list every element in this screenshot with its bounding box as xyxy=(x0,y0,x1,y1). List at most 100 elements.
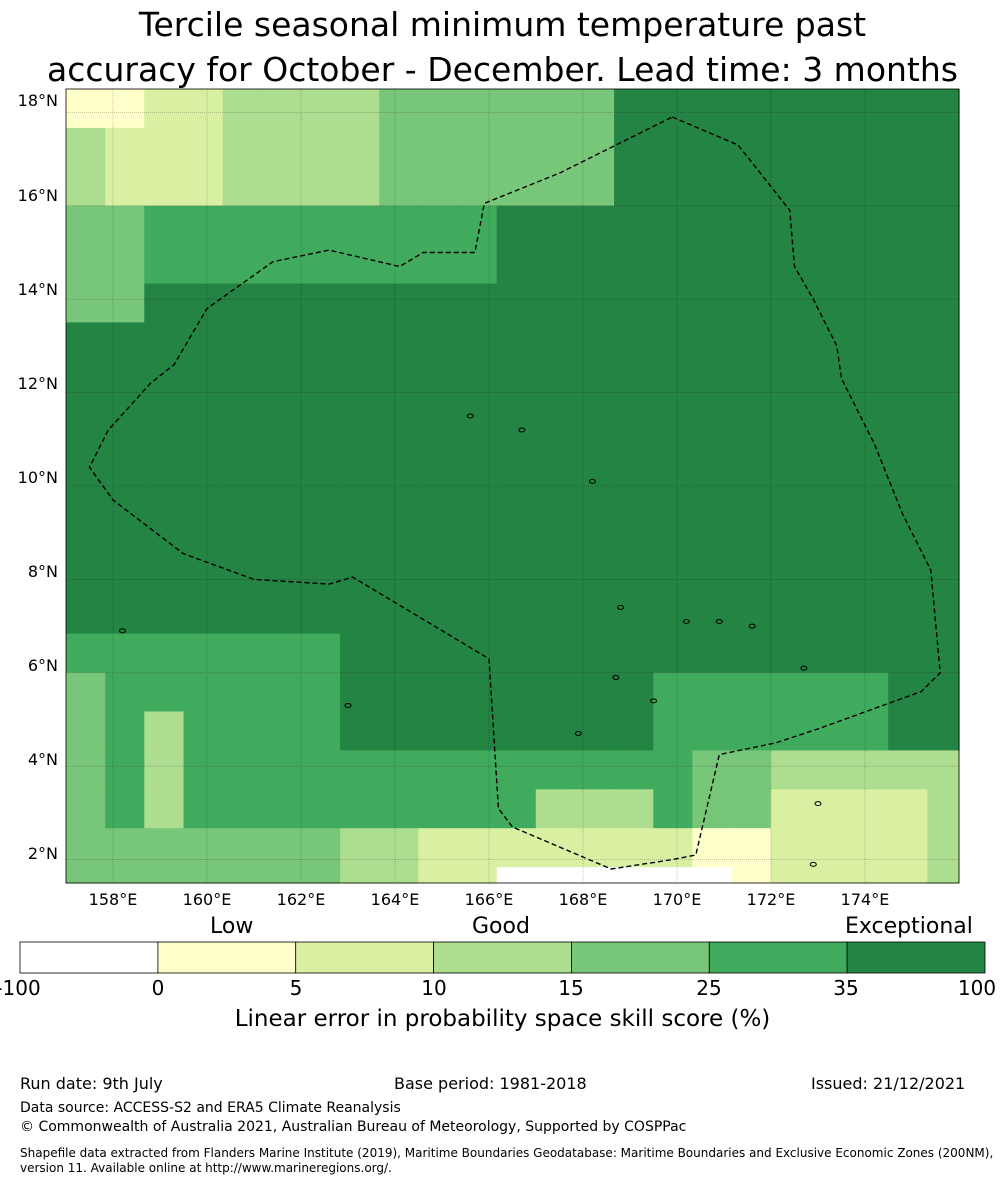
skill-cell xyxy=(575,439,615,479)
skill-cell xyxy=(183,244,224,285)
skill-cell xyxy=(418,361,459,401)
skill-cell xyxy=(183,400,224,440)
skill-cell xyxy=(379,828,419,868)
skill-cell xyxy=(183,439,224,479)
skill-cell xyxy=(379,361,419,401)
skill-cell xyxy=(731,789,772,829)
lon-tick-164: 164°E xyxy=(370,890,420,909)
skill-cell xyxy=(105,127,145,168)
island-outline xyxy=(344,703,352,709)
skill-cell xyxy=(183,555,224,596)
skill-cell xyxy=(340,672,380,713)
skill-cell xyxy=(888,594,928,635)
skill-cell xyxy=(770,828,811,868)
skill-cell xyxy=(105,322,145,362)
skill-cell xyxy=(300,711,341,751)
skill-cell xyxy=(888,711,928,751)
skill-cell xyxy=(653,750,694,790)
skill-cell xyxy=(340,789,380,829)
skill-cell xyxy=(809,789,850,829)
skill-cell xyxy=(692,400,733,440)
skill-cell xyxy=(418,750,459,790)
skill-cell xyxy=(731,361,772,401)
skill-cell xyxy=(888,166,928,207)
skill-cell xyxy=(770,711,811,751)
title-line-2: accuracy for October - December. Lead ti… xyxy=(47,50,958,89)
island-outline xyxy=(588,478,596,484)
skill-cell xyxy=(575,828,615,868)
skill-cell xyxy=(927,828,960,868)
legend-category-low: Low xyxy=(210,914,254,939)
skill-cell xyxy=(340,283,380,323)
skill-cell xyxy=(418,594,459,635)
skill-cells xyxy=(66,89,960,884)
skill-cell xyxy=(300,867,341,884)
skill-cell xyxy=(849,789,889,829)
skill-cell xyxy=(927,594,960,635)
skill-cell xyxy=(575,89,615,129)
map-title: Tercile seasonal minimum temperature pas… xyxy=(0,2,1005,92)
skill-cell xyxy=(849,867,889,884)
skill-cell xyxy=(575,166,615,207)
skill-cell xyxy=(575,633,615,674)
skill-cell xyxy=(105,750,145,790)
skill-cell xyxy=(653,400,694,440)
skill-cell xyxy=(614,205,654,246)
skill-cell xyxy=(614,828,654,868)
skill-cell xyxy=(66,439,106,479)
skill-cell xyxy=(496,244,537,285)
skill-cell xyxy=(144,283,185,323)
skill-cell xyxy=(849,633,889,674)
skill-cell xyxy=(418,633,459,674)
skill-cell xyxy=(535,867,576,884)
skill-cell xyxy=(457,283,498,323)
skill-cell xyxy=(144,361,185,401)
skill-cell xyxy=(692,828,733,868)
skill-cell xyxy=(418,166,459,207)
island-outline xyxy=(617,604,625,610)
skill-cell xyxy=(183,828,224,868)
skill-cell xyxy=(379,711,419,751)
skill-cell xyxy=(888,127,928,168)
skill-cell xyxy=(535,89,576,129)
skill-cell xyxy=(692,478,733,518)
skill-cell xyxy=(535,478,576,518)
skill-cell xyxy=(300,594,341,635)
skill-cell xyxy=(927,127,960,168)
skill-cell xyxy=(144,789,185,829)
skill-cell xyxy=(418,517,459,557)
skill-cell xyxy=(575,478,615,518)
skill-cell xyxy=(849,89,889,129)
skill-cell xyxy=(849,166,889,207)
skill-cell xyxy=(535,750,576,790)
skill-cell xyxy=(222,127,263,168)
skill-cell xyxy=(535,361,576,401)
skill-cell xyxy=(144,89,185,129)
skill-cell xyxy=(535,555,576,596)
skill-cell xyxy=(222,594,263,635)
skill-cell xyxy=(418,283,459,323)
skill-cell xyxy=(535,205,576,246)
colorbar-swatch xyxy=(19,941,159,974)
skill-cell xyxy=(535,127,576,168)
skill-cell xyxy=(300,400,341,440)
skill-cell xyxy=(418,555,459,596)
skill-cell xyxy=(144,828,185,868)
skill-cell xyxy=(809,711,850,751)
skill-cell xyxy=(457,633,498,674)
skill-cell xyxy=(496,594,537,635)
skill-cell xyxy=(575,127,615,168)
skill-cell xyxy=(457,594,498,635)
islands xyxy=(118,413,822,867)
skill-cell xyxy=(888,478,928,518)
skill-cell xyxy=(888,439,928,479)
skill-cell xyxy=(105,89,145,129)
skill-cell xyxy=(261,283,302,323)
skill-cell xyxy=(261,478,302,518)
skill-cell xyxy=(300,633,341,674)
skill-cell xyxy=(770,517,811,557)
skill-cell xyxy=(418,127,459,168)
skill-cell xyxy=(653,361,694,401)
skill-cell xyxy=(379,789,419,829)
skill-cell xyxy=(144,711,185,751)
